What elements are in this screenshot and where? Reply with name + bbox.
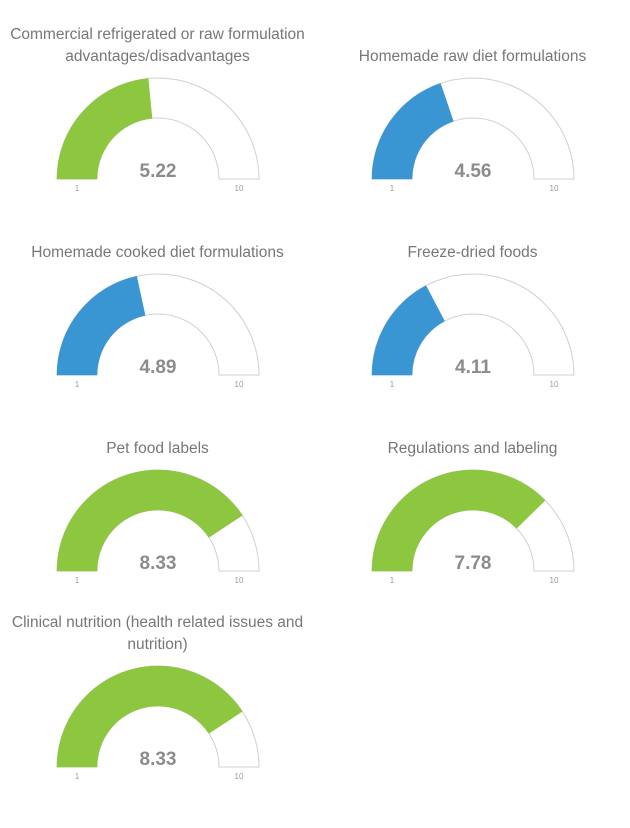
gauge-dial: 7.78 1 10 bbox=[371, 469, 575, 585]
gauge-dial: 8.33 1 10 bbox=[56, 665, 260, 781]
gauge: 8.33 1 10 Pet food labels bbox=[0, 392, 315, 588]
gauge-fill bbox=[371, 285, 445, 376]
gauge-title: Freeze-dried foods bbox=[407, 244, 538, 261]
gauge-max-label: 10 bbox=[550, 184, 559, 193]
gauge-fill bbox=[56, 78, 153, 180]
gauge-dial: 4.89 1 10 bbox=[56, 273, 260, 389]
gauge-fill bbox=[371, 83, 454, 180]
gauge: 4.89 1 10 Homemade cooked diet formulations bbox=[0, 196, 315, 392]
gauge-min-label: 1 bbox=[75, 380, 80, 389]
gauge-value-label: 4.56 bbox=[455, 161, 492, 182]
gauge-min-label: 1 bbox=[390, 380, 395, 389]
gauge-max-label: 10 bbox=[235, 380, 244, 389]
gauge-title: Regulations and labeling bbox=[387, 440, 558, 457]
gauge-max-label: 10 bbox=[235, 772, 244, 781]
gauge-dial: 8.33 1 10 bbox=[56, 469, 260, 585]
gauge-title: Homemade cooked diet formulations bbox=[31, 244, 284, 261]
gauge-title: Clinical nutrition (health related issue… bbox=[11, 614, 304, 653]
gauge: 5.22 1 10 Commercial refrigerated or raw fo… bbox=[0, 0, 315, 196]
gauge-value-label: 7.78 bbox=[455, 553, 492, 574]
gauge-dial: 5.22 1 10 bbox=[56, 77, 260, 193]
gauge-title: Pet food labels bbox=[106, 440, 209, 457]
gauge: 4.56 1 10 Homemade raw diet formulations bbox=[315, 0, 630, 196]
gauge-fill bbox=[371, 469, 546, 572]
gauge-min-label: 1 bbox=[390, 184, 395, 193]
gauge-max-label: 10 bbox=[550, 380, 559, 389]
gauge-title: Commercial refrigerated or raw formulati… bbox=[10, 26, 305, 65]
gauge-max-label: 10 bbox=[235, 576, 244, 585]
gauge-min-label: 1 bbox=[75, 184, 80, 193]
gauge-value-label: 8.33 bbox=[140, 553, 177, 574]
gauge-min-label: 1 bbox=[390, 576, 395, 585]
gauge: 4.11 1 10 Freeze-dried foods bbox=[315, 196, 630, 392]
gauge-max-label: 10 bbox=[235, 184, 244, 193]
gauge-max-label: 10 bbox=[550, 576, 559, 585]
gauge-fill bbox=[56, 469, 243, 572]
gauge-min-label: 1 bbox=[75, 576, 80, 585]
gauge-value-label: 5.22 bbox=[140, 161, 177, 182]
gauge: 8.33 1 10 Clinical nutrition (health relate… bbox=[0, 588, 315, 784]
gauge-value-label: 4.89 bbox=[140, 357, 177, 378]
gauge-fill bbox=[56, 275, 146, 376]
gauge-title: Homemade raw diet formulations bbox=[358, 48, 587, 65]
gauge-value-label: 8.33 bbox=[140, 749, 177, 770]
gauge: 7.78 1 10 Regulations and labeling bbox=[315, 392, 630, 588]
gauge-dial: 4.11 1 10 bbox=[371, 273, 575, 389]
gauge-dial: 4.56 1 10 bbox=[371, 77, 575, 193]
gauge-min-label: 1 bbox=[75, 772, 80, 781]
gauge-fill bbox=[56, 665, 243, 768]
gauge-value-label: 4.11 bbox=[455, 357, 491, 378]
